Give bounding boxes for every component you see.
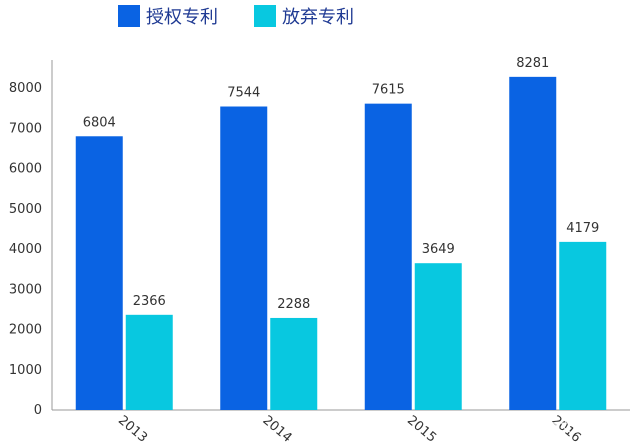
bar-granted-2014 (220, 106, 268, 411)
watermark: 头条 @文要知本 (512, 419, 614, 436)
y-tick-label: 0 (34, 403, 42, 418)
bar-granted-2013 (75, 136, 123, 410)
data-label: 8281 (516, 56, 549, 71)
data-label: 3649 (422, 242, 455, 257)
legend-label-granted: 授权专利 (146, 7, 218, 28)
data-labels: 6804 2366 7544 2288 7615 3649 8281 4179 (83, 56, 600, 312)
legend-label-abandoned: 放弃专利 (282, 7, 354, 28)
data-label: 6804 (83, 115, 116, 130)
legend-swatch-granted (118, 5, 140, 27)
x-tick-label: 2014 (260, 413, 295, 446)
bar-abandoned-2013 (125, 314, 173, 410)
y-tick-label: 4000 (9, 242, 42, 257)
bar-granted-2015 (364, 103, 412, 411)
data-label: 4179 (566, 221, 599, 236)
bar-abandoned-2015 (414, 263, 462, 410)
y-tick-label: 3000 (9, 282, 42, 297)
y-tick-label: 6000 (9, 162, 42, 177)
data-label: 2288 (277, 297, 310, 312)
data-label: 7544 (227, 86, 260, 101)
legend: 授权专利 放弃专利 (118, 5, 354, 28)
y-tick-label: 2000 (9, 323, 42, 338)
bars (75, 76, 607, 411)
y-tick-label: 5000 (9, 202, 42, 217)
bar-abandoned-2016 (559, 241, 607, 410)
x-tick-label: 2015 (404, 413, 439, 446)
bar-abandoned-2014 (270, 317, 318, 410)
data-label: 2366 (133, 294, 166, 309)
x-tick-label: 2013 (115, 413, 150, 446)
y-tick-label: 7000 (9, 121, 42, 136)
legend-swatch-abandoned (254, 5, 276, 27)
data-label: 7615 (372, 83, 405, 98)
y-tick-label: 1000 (9, 363, 42, 378)
y-tick-label: 8000 (9, 81, 42, 96)
bar-granted-2016 (509, 76, 557, 410)
